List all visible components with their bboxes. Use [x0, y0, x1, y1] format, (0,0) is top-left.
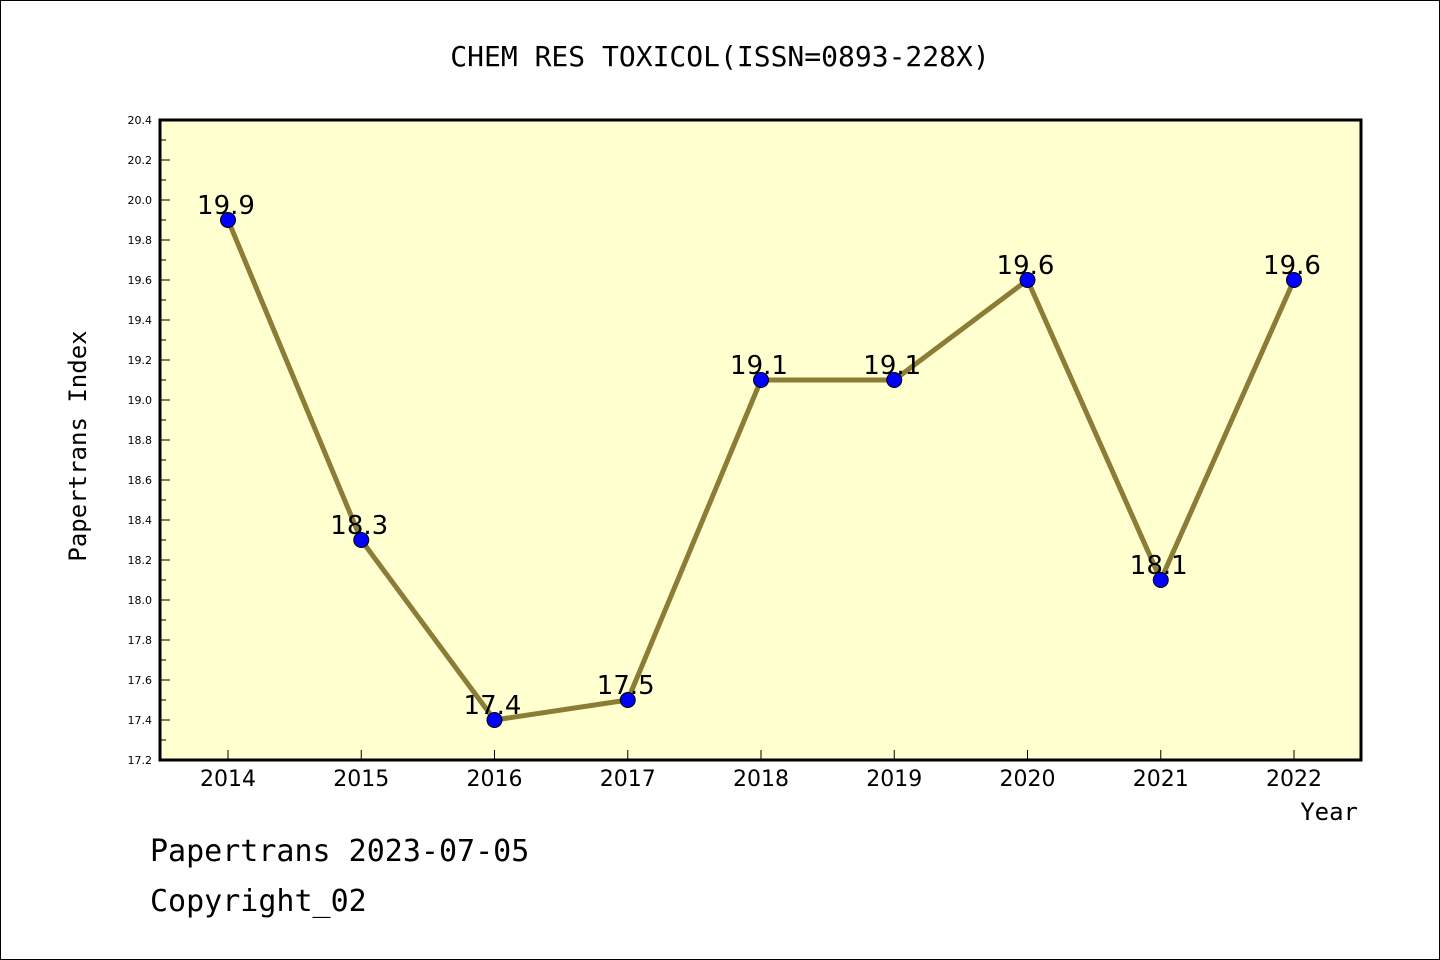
data-label: 19.1: [863, 351, 921, 381]
data-point: [753, 372, 769, 388]
y-tick-label: 18.8: [128, 434, 153, 447]
chart-title: CHEM RES TOXICOL(ISSN=0893-228X): [450, 40, 989, 73]
x-tick-label: 2015: [333, 767, 389, 792]
y-axis-label: Papertrans Index: [64, 330, 92, 561]
data-point: [886, 372, 903, 388]
data-label: 17.4: [464, 691, 522, 721]
data-point: [1152, 572, 1169, 588]
y-tick-label: 20.2: [128, 154, 153, 167]
y-tick-label: 19.2: [128, 354, 153, 367]
y-tick-label: 17.4: [128, 714, 153, 727]
data-point: [619, 692, 636, 708]
y-tick-label: 19.4: [128, 314, 153, 327]
footer-date: Papertrans 2023-07-05: [150, 834, 530, 869]
x-tick-label: 2022: [1266, 767, 1322, 792]
data-point: [220, 212, 236, 228]
y-tick-label: 17.2: [128, 754, 153, 767]
footer-copyright: Copyright_02: [150, 884, 367, 919]
data-label: 19.6: [1263, 251, 1321, 281]
data-label: 19.1: [730, 351, 788, 381]
y-tick-label: 18.4: [128, 514, 153, 527]
series-line: 19.9 18.3 17.4 17.5 19.1 19.1 19.6 18.1 19.6: [197, 191, 1321, 728]
x-axis-label: Year: [1300, 798, 1358, 826]
data-label: 18.1: [1130, 551, 1188, 581]
y-axis: 17.2 17.4 17.6 17.8 18.0 18.2 18.4 18.6 18.8 19.0…: [128, 114, 170, 767]
y-tick-label: 20.0: [128, 194, 153, 207]
data-point: [1019, 272, 1036, 288]
plot-area: [158, 118, 1363, 762]
x-tick-label: 2021: [1133, 767, 1189, 792]
y-tick-label: 18.2: [128, 554, 153, 567]
x-tick-label: 2019: [866, 767, 922, 792]
y-tick-label: 19.6: [128, 274, 153, 287]
data-label: 18.3: [330, 511, 388, 541]
data-point: [1286, 272, 1302, 288]
x-axis: 2014 2015 2016 2017 2018 2019 2020 2021 2022: [200, 750, 1322, 792]
x-tick-label: 2016: [467, 767, 523, 792]
y-tick-label: 17.6: [128, 674, 153, 687]
data-label: 17.5: [597, 671, 655, 701]
x-tick-label: 2018: [733, 767, 789, 792]
y-tick-label: 18.6: [128, 474, 153, 487]
x-tick-label: 2020: [1000, 767, 1056, 792]
data-point: [353, 532, 370, 548]
y-tick-label: 20.4: [128, 114, 153, 127]
data-label: 19.6: [997, 251, 1055, 281]
data-label: 19.9: [197, 191, 255, 221]
y-tick-label: 18.0: [128, 594, 153, 607]
x-tick-label: 2017: [600, 767, 656, 792]
y-tick-label: 19.0: [128, 394, 153, 407]
data-point: [486, 712, 503, 728]
x-tick-label: 2014: [200, 767, 256, 792]
y-tick-label: 19.8: [128, 234, 153, 247]
y-tick-label: 17.8: [128, 634, 153, 647]
